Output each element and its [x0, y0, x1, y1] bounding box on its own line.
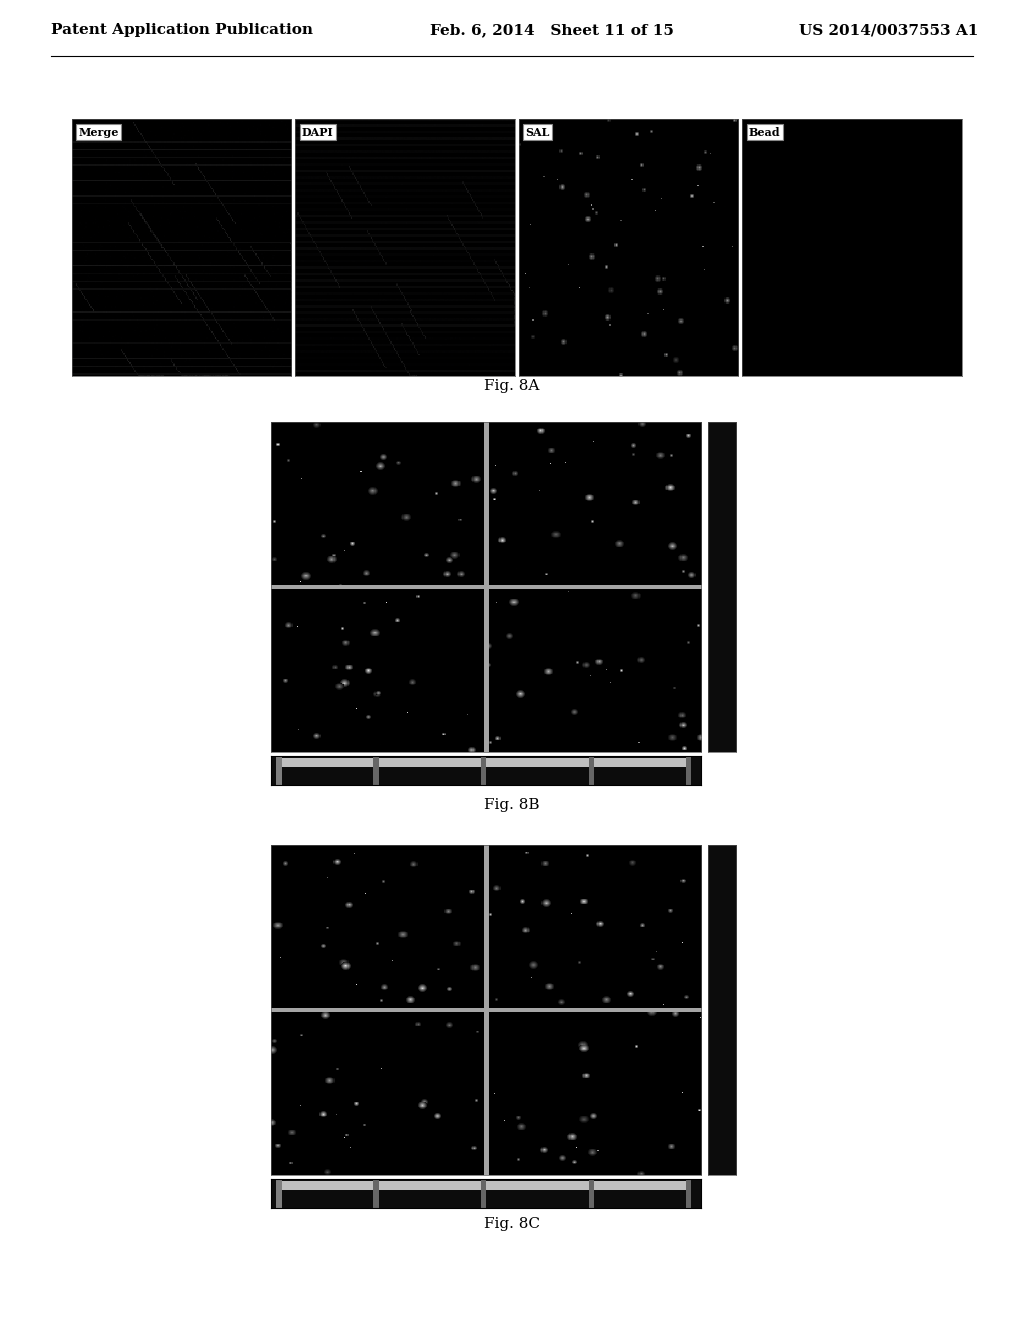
Text: Fig. 8B: Fig. 8B: [484, 797, 540, 812]
Text: DAPI: DAPI: [302, 127, 334, 137]
Text: Bead: Bead: [749, 127, 780, 137]
Text: Patent Application Publication: Patent Application Publication: [51, 22, 313, 37]
Text: SAL: SAL: [525, 127, 550, 137]
Text: Feb. 6, 2014   Sheet 11 of 15: Feb. 6, 2014 Sheet 11 of 15: [430, 22, 674, 37]
Text: Fig. 8A: Fig. 8A: [484, 379, 540, 393]
Text: US 2014/0037553 A1: US 2014/0037553 A1: [799, 22, 978, 37]
Text: Merge: Merge: [78, 127, 119, 137]
Text: Fig. 8C: Fig. 8C: [484, 1217, 540, 1232]
